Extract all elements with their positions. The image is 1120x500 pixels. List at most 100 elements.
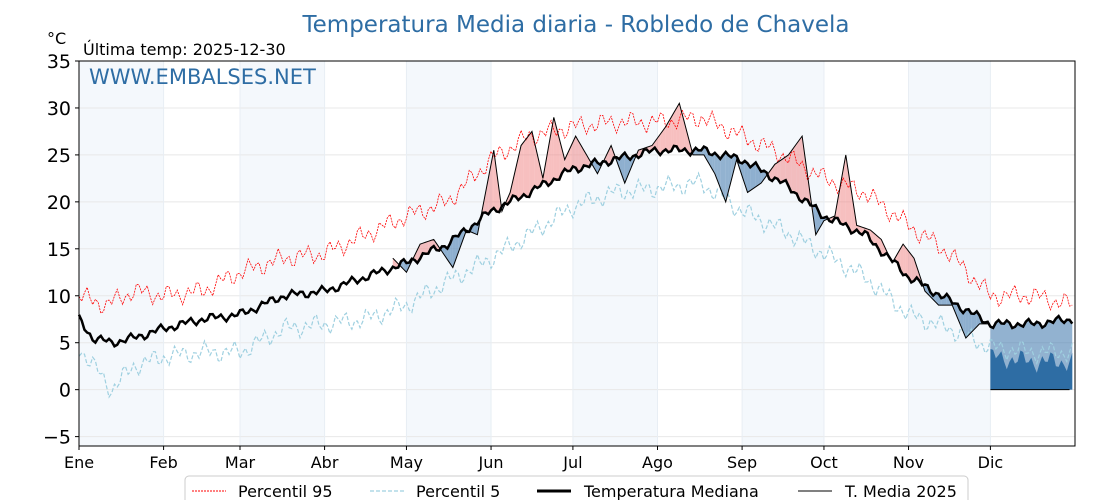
month-band bbox=[742, 61, 824, 446]
below-median-fill bbox=[968, 309, 972, 336]
above-median-fill bbox=[791, 147, 794, 193]
below-median-fill bbox=[965, 309, 969, 339]
above-median-fill bbox=[564, 153, 568, 172]
above-median-fill bbox=[881, 239, 884, 256]
above-median-fill bbox=[777, 160, 781, 183]
above-median-fill bbox=[556, 127, 560, 180]
plot-frame bbox=[78, 60, 1076, 447]
y-tick-label: 0 bbox=[59, 380, 71, 402]
above-median-fill bbox=[903, 244, 906, 276]
above-median-fill bbox=[673, 107, 677, 147]
above-median-fill bbox=[572, 136, 576, 168]
x-tick-label: Jun bbox=[478, 453, 504, 472]
above-median-fill bbox=[523, 138, 527, 197]
chart-title: Temperatura Media diaria - Robledo de Ch… bbox=[302, 12, 850, 38]
above-median-fill bbox=[534, 143, 538, 188]
p5-line bbox=[78, 171, 1073, 399]
above-median-fill bbox=[671, 112, 674, 152]
below-median-fill bbox=[747, 163, 751, 193]
above-median-fill bbox=[851, 190, 854, 234]
below-median-fill bbox=[474, 223, 478, 235]
below-median-fill bbox=[712, 152, 715, 174]
below-median-fill bbox=[714, 152, 718, 181]
above-median-fill bbox=[660, 130, 663, 156]
above-median-fill bbox=[657, 134, 661, 156]
above-median-fill bbox=[774, 162, 778, 179]
x-tick-label: Feb bbox=[149, 453, 177, 472]
below-median-fill bbox=[731, 154, 734, 181]
below-median-fill bbox=[627, 156, 631, 177]
above-median-fill bbox=[586, 154, 590, 168]
x-tick-label: Dic bbox=[978, 453, 1004, 472]
above-median-fill bbox=[684, 123, 688, 153]
below-median-fill bbox=[722, 151, 726, 202]
legend-p5-label: Percentil 5 bbox=[416, 482, 500, 500]
legend-p95-label: Percentil 95 bbox=[238, 482, 333, 500]
last-temp-label: Última temp: 2025-12-30 bbox=[83, 40, 286, 59]
below-median-fill bbox=[452, 235, 456, 268]
below-median-fill bbox=[954, 303, 958, 319]
zero-period-fill bbox=[990, 348, 1073, 390]
below-median-fill bbox=[753, 162, 756, 189]
above-median-fill bbox=[837, 185, 841, 224]
x-tick-label: Jul bbox=[562, 453, 582, 472]
above-median-fill bbox=[578, 140, 582, 173]
y-tick-label: 20 bbox=[47, 192, 71, 214]
below-median-fill bbox=[619, 155, 623, 176]
above-median-fill bbox=[783, 156, 786, 182]
below-median-fill bbox=[441, 246, 445, 256]
below-median-fill bbox=[742, 160, 745, 185]
legend: Percentil 95 Percentil 5 Temperatura Med… bbox=[184, 475, 969, 500]
below-median-fill bbox=[963, 309, 966, 339]
above-median-fill bbox=[665, 122, 669, 153]
above-median-fill bbox=[567, 147, 571, 172]
above-median-fill bbox=[529, 131, 532, 197]
y-tick-label: 30 bbox=[47, 98, 71, 120]
t2025-line bbox=[392, 101, 988, 339]
below-median-fill bbox=[750, 164, 754, 191]
above-median-fill bbox=[561, 149, 565, 174]
below-median-fill bbox=[624, 152, 628, 184]
above-median-fill bbox=[422, 242, 426, 254]
y-tick-label: 15 bbox=[47, 239, 71, 261]
below-median-fill bbox=[755, 162, 759, 187]
above-median-fill bbox=[780, 158, 784, 183]
above-median-fill bbox=[512, 168, 516, 197]
legend-median-label: Temperatura Mediana bbox=[583, 482, 759, 500]
above-median-fill bbox=[679, 103, 683, 152]
above-median-fill bbox=[900, 244, 904, 276]
above-median-fill bbox=[873, 232, 876, 245]
x-tick-label: Nov bbox=[893, 453, 924, 472]
below-median-fill bbox=[744, 160, 748, 193]
below-median-fill bbox=[717, 155, 721, 188]
above-median-fill bbox=[799, 136, 803, 203]
above-median-fill bbox=[545, 147, 549, 186]
y-tick-label: 25 bbox=[47, 145, 71, 167]
above-median-fill bbox=[905, 247, 909, 278]
above-median-fill bbox=[662, 126, 666, 152]
month-band bbox=[908, 61, 991, 446]
above-median-fill bbox=[559, 138, 562, 180]
legend-2025-label: T. Media 2025 bbox=[844, 482, 957, 500]
above-median-fill bbox=[485, 178, 489, 215]
y-tick-label: −5 bbox=[43, 427, 71, 449]
above-median-fill bbox=[914, 258, 917, 281]
above-median-fill bbox=[496, 170, 500, 213]
above-median-fill bbox=[518, 145, 522, 201]
above-median-fill bbox=[537, 154, 541, 188]
below-median-fill bbox=[622, 152, 625, 184]
month-band bbox=[239, 61, 325, 446]
x-tick-label: Sep bbox=[727, 453, 757, 472]
above-median-fill bbox=[668, 117, 672, 153]
y-tick-label: 5 bbox=[59, 333, 71, 355]
below-median-fill bbox=[725, 151, 729, 202]
y-tick-label: 10 bbox=[47, 286, 71, 308]
x-tick-label: Abr bbox=[311, 453, 339, 472]
above-median-fill bbox=[521, 141, 524, 198]
above-median-fill bbox=[570, 141, 573, 171]
median-line bbox=[77, 144, 1074, 348]
watermark: WWW.EMBALSES.NET bbox=[89, 65, 316, 89]
above-median-fill bbox=[575, 136, 579, 173]
below-median-fill bbox=[974, 311, 977, 330]
